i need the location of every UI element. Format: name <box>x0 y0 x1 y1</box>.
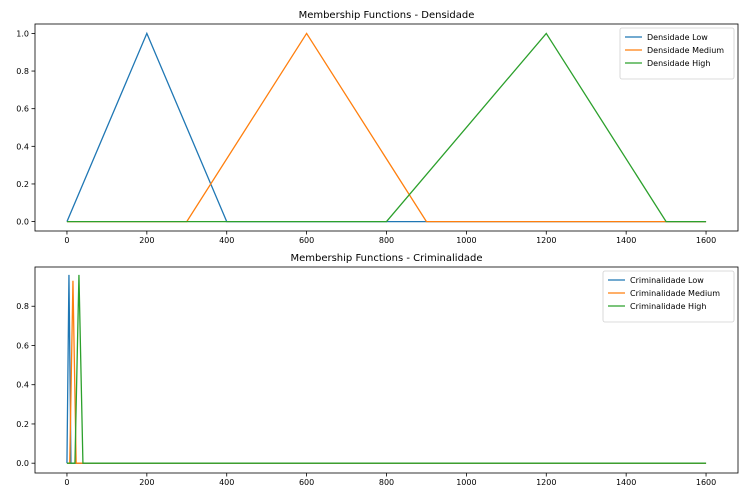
x-tick-label: 200 <box>139 478 154 487</box>
y-tick-label: 0.4 <box>16 381 29 390</box>
x-tick-label: 1400 <box>616 236 636 245</box>
y-tick-label: 0.8 <box>16 302 29 311</box>
legend-label: Criminalidade Low <box>630 276 704 285</box>
x-tick-label: 0 <box>64 236 69 245</box>
legend-label: Criminalidade High <box>630 302 706 311</box>
x-tick-label: 800 <box>379 236 394 245</box>
y-tick-label: 0.6 <box>16 341 29 350</box>
x-tick-label: 800 <box>379 478 394 487</box>
x-tick-label: 200 <box>139 236 154 245</box>
x-tick-label: 600 <box>299 236 314 245</box>
series-line-criminalidade-high <box>66 274 707 464</box>
x-tick-label: 1600 <box>696 478 716 487</box>
x-tick-label: 1000 <box>456 236 476 245</box>
y-tick-label: 0.2 <box>16 180 29 189</box>
x-tick-label: 400 <box>219 236 234 245</box>
series-line-densidade-high <box>66 32 707 223</box>
x-tick-label: 1400 <box>616 478 636 487</box>
legend-label: Densidade Low <box>647 33 708 42</box>
y-tick-label: 1.0 <box>16 29 29 38</box>
x-tick-label: 1600 <box>696 236 716 245</box>
legend-label: Densidade High <box>647 59 710 68</box>
x-tick-label: 600 <box>299 478 314 487</box>
x-tick-label: 0 <box>64 478 69 487</box>
y-tick-label: 0.0 <box>16 459 29 468</box>
chart-title: Membership Functions - Densidade <box>299 10 475 21</box>
y-tick-label: 0.0 <box>16 218 29 227</box>
x-tick-label: 400 <box>219 478 234 487</box>
legend-box <box>619 27 735 80</box>
y-tick-label: 0.4 <box>16 142 29 151</box>
chart-title: Membership Functions - Criminalidade <box>290 253 482 264</box>
y-tick-label: 0.2 <box>16 420 29 429</box>
legend-box <box>602 270 735 323</box>
legend-label: Criminalidade Medium <box>630 289 720 298</box>
chart-criminalidade: Membership Functions - Criminalidade 0 200… <box>16 253 739 487</box>
x-tick-label: 1000 <box>456 478 476 487</box>
y-tick-label: 0.8 <box>16 67 29 76</box>
legend-label: Densidade Medium <box>647 46 724 55</box>
y-tick-label: 0.6 <box>16 105 29 114</box>
x-tick-label: 1200 <box>536 478 556 487</box>
x-tick-label: 1200 <box>536 236 556 245</box>
legend: Criminalidade Low Criminalidade Medium Cri… <box>602 270 735 323</box>
legend: Densidade Low Densidade Medium Densidade H… <box>619 27 735 80</box>
chart-densidade: Membership Functions - Densidade 0 200 400 6… <box>16 10 739 245</box>
